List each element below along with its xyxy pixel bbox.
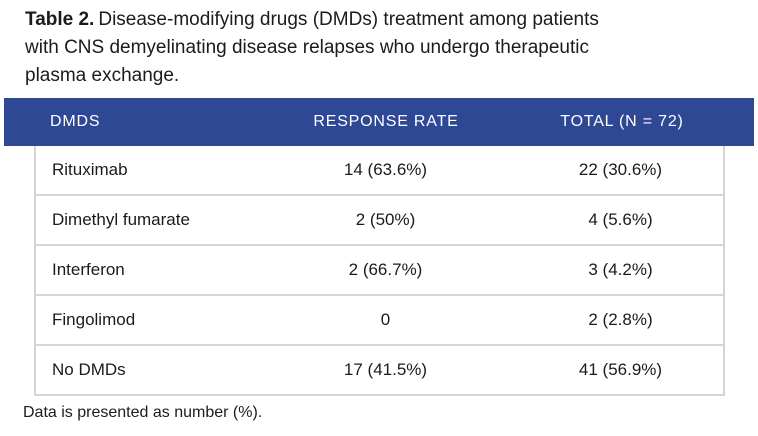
table-row: Rituximab 14 (63.6%) 22 (30.6%) [36, 146, 723, 194]
header-cell-total: TOTAL (N = 72) [560, 113, 684, 130]
cell-total: 2 (2.8%) [588, 310, 653, 329]
header-cell-dmds: DMDS [50, 113, 101, 130]
cell-response-rate: 2 (66.7%) [348, 260, 423, 279]
cell-drug-name: Rituximab [52, 160, 128, 179]
cell-response-rate: 17 (41.5%) [343, 360, 428, 379]
cell-total: 22 (30.6%) [578, 160, 663, 179]
table-row: Dimethyl fumarate 2 (50%) 4 (5.6%) [36, 194, 723, 244]
table-row: Interferon 2 (66.7%) 3 (4.2%) [36, 244, 723, 294]
cell-total: 41 (56.9%) [578, 360, 663, 379]
cell-total: 4 (5.6%) [588, 210, 653, 229]
table-caption-line2: with CNS demyelinating disease relapses … [25, 37, 589, 58]
header-cell-response-rate: RESPONSE RATE [313, 113, 459, 130]
cell-drug-name: Interferon [52, 260, 125, 279]
table-caption-line1: Disease-modifying drugs (DMDs) treatment… [98, 9, 599, 30]
cell-drug-name: Dimethyl fumarate [52, 210, 190, 229]
table-footnote: Data is presented as number (%). [23, 404, 263, 421]
table-header-row: DMDS RESPONSE RATE TOTAL (N = 72) [4, 98, 754, 146]
cell-response-rate: 2 (50%) [355, 210, 416, 229]
cell-response-rate: 14 (63.6%) [343, 160, 428, 179]
table-caption-line3: plasma exchange. [25, 65, 180, 86]
cell-total: 3 (4.2%) [588, 260, 653, 279]
table-row: No DMDs 17 (41.5%) 41 (56.9%) [36, 344, 723, 394]
table-body: Rituximab 14 (63.6%) 22 (30.6%) Dimethyl… [34, 146, 725, 396]
cell-drug-name: No DMDs [52, 360, 126, 379]
table-row: Fingolimod 0 2 (2.8%) [36, 294, 723, 344]
dmds-table: DMDS RESPONSE RATE TOTAL (N = 72) Rituxi… [4, 98, 754, 396]
cell-drug-name: Fingolimod [52, 310, 136, 329]
cell-response-rate: 0 [380, 310, 391, 329]
table-caption: Table 2. Disease-modifying drugs (DMDs) t… [25, 6, 740, 90]
table-caption-label: Table 2. [25, 9, 95, 30]
